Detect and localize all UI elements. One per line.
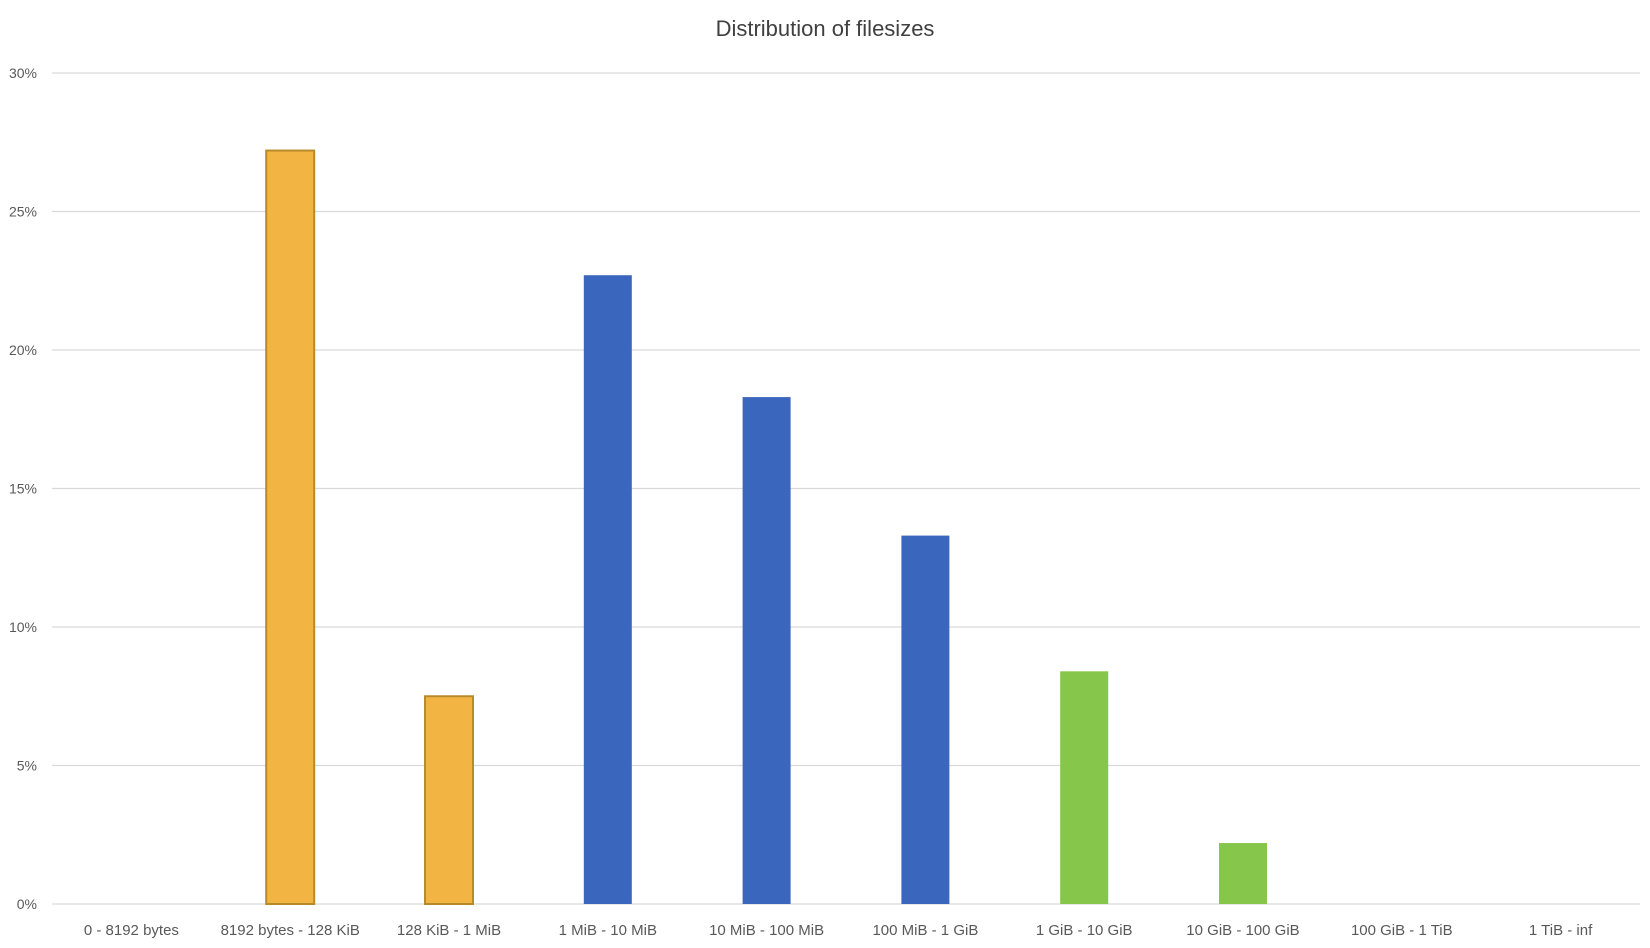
y-tick-label: 5% [17,758,37,774]
gridlines [52,72,1640,905]
x-tick-label: 100 MiB - 1 GiB [872,922,978,939]
bar [1060,671,1109,904]
y-tick-label: 10% [9,619,37,635]
y-tick-label: 20% [9,342,37,358]
y-tick-label: 25% [9,204,37,220]
x-tick-label: 1 MiB - 10 MiB [559,922,657,939]
y-tick-label: 0% [17,896,37,912]
chart-title: Distribution of filesizes [715,16,935,41]
x-tick-label: 1 GiB - 10 GiB [1036,922,1133,939]
bar [583,275,632,905]
y-tick-label: 15% [9,481,37,497]
bar [424,695,474,905]
x-tick-label: 1 TiB - inf [1529,922,1593,939]
bars [265,149,1267,905]
x-tick-label: 8192 bytes - 128 KiB [221,922,360,939]
x-tick-label: 128 KiB - 1 MiB [397,922,501,939]
bar [265,149,316,905]
x-tick-label: 100 GiB - 1 TiB [1351,922,1453,939]
bar [742,397,791,904]
x-axis-tick-labels: 0 - 8192 bytes 8192 bytes - 128 KiB 128 Ki… [84,922,1593,939]
y-axis-tick-labels: 0% 5% 10% 15% 20% 25% 30% [9,65,37,912]
bar [1219,843,1267,904]
x-tick-label: 10 GiB - 100 GiB [1186,922,1299,939]
bar [901,535,950,904]
x-tick-label: 10 MiB - 100 MiB [709,922,824,939]
x-tick-label: 0 - 8192 bytes [84,922,179,939]
y-tick-label: 30% [9,65,37,81]
